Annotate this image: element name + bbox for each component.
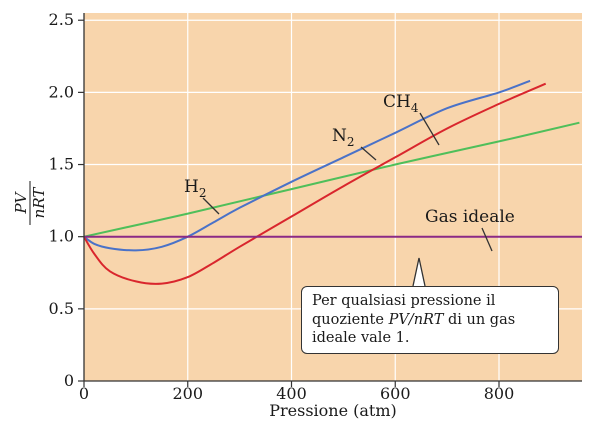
y-axis-label-denominator: nRT (30, 187, 48, 219)
x-axis-title: Pressione (atm) (269, 401, 397, 420)
y-tick-label-4: 2.0 (49, 82, 74, 101)
series-label-n2: N2 (332, 126, 355, 149)
leader-gas-ideale (481, 227, 493, 252)
label-leader-lines (202, 112, 493, 287)
y-tick-label-2: 1.0 (49, 227, 74, 246)
series-label-gas-ideale: Gas ideale (425, 207, 515, 227)
annotation-line-1: Per qualsiasi pressione il (312, 293, 496, 309)
leader-ch4 (419, 112, 440, 146)
x-tick-label-3: 600 (380, 384, 411, 403)
leader-h2 (202, 197, 220, 215)
series-line-n2 (83, 79, 531, 252)
series-line-h2 (83, 121, 580, 238)
y-tick-label-5: 2.5 (49, 10, 74, 29)
annotation-box: Per qualsiasi pressione il quoziente PV/… (301, 286, 559, 354)
x-tick-label-2: 400 (276, 384, 307, 403)
leader-n2 (360, 146, 377, 161)
x-tick-label-4: 800 (484, 384, 515, 403)
x-tick-label-1: 200 (172, 384, 203, 403)
annotation-pointer (412, 257, 426, 287)
y-tick-label-1: 0.5 (49, 299, 74, 318)
y-axis-label: PV nRT (12, 181, 48, 225)
series-lines (83, 79, 582, 285)
y-tick-label-3: 1.5 (49, 155, 74, 174)
annotation-line-3: ideale vale 1. (312, 330, 410, 346)
annotation-line-2: quoziente PV/nRT di un gas (312, 311, 516, 328)
x-tick-label-0: 0 (79, 384, 89, 403)
series-line-ch4 (83, 82, 547, 285)
series-label-ch4: CH4 (383, 92, 419, 115)
y-tick-label-0: 0 (64, 371, 74, 390)
series-label-h2: H2 (184, 177, 206, 200)
tick-labels: 0 0.5 1.0 1.5 2.0 2.5 0 200 400 600 800 (49, 10, 515, 403)
y-axis-label-numerator: PV (12, 190, 30, 214)
axes (78, 13, 582, 387)
